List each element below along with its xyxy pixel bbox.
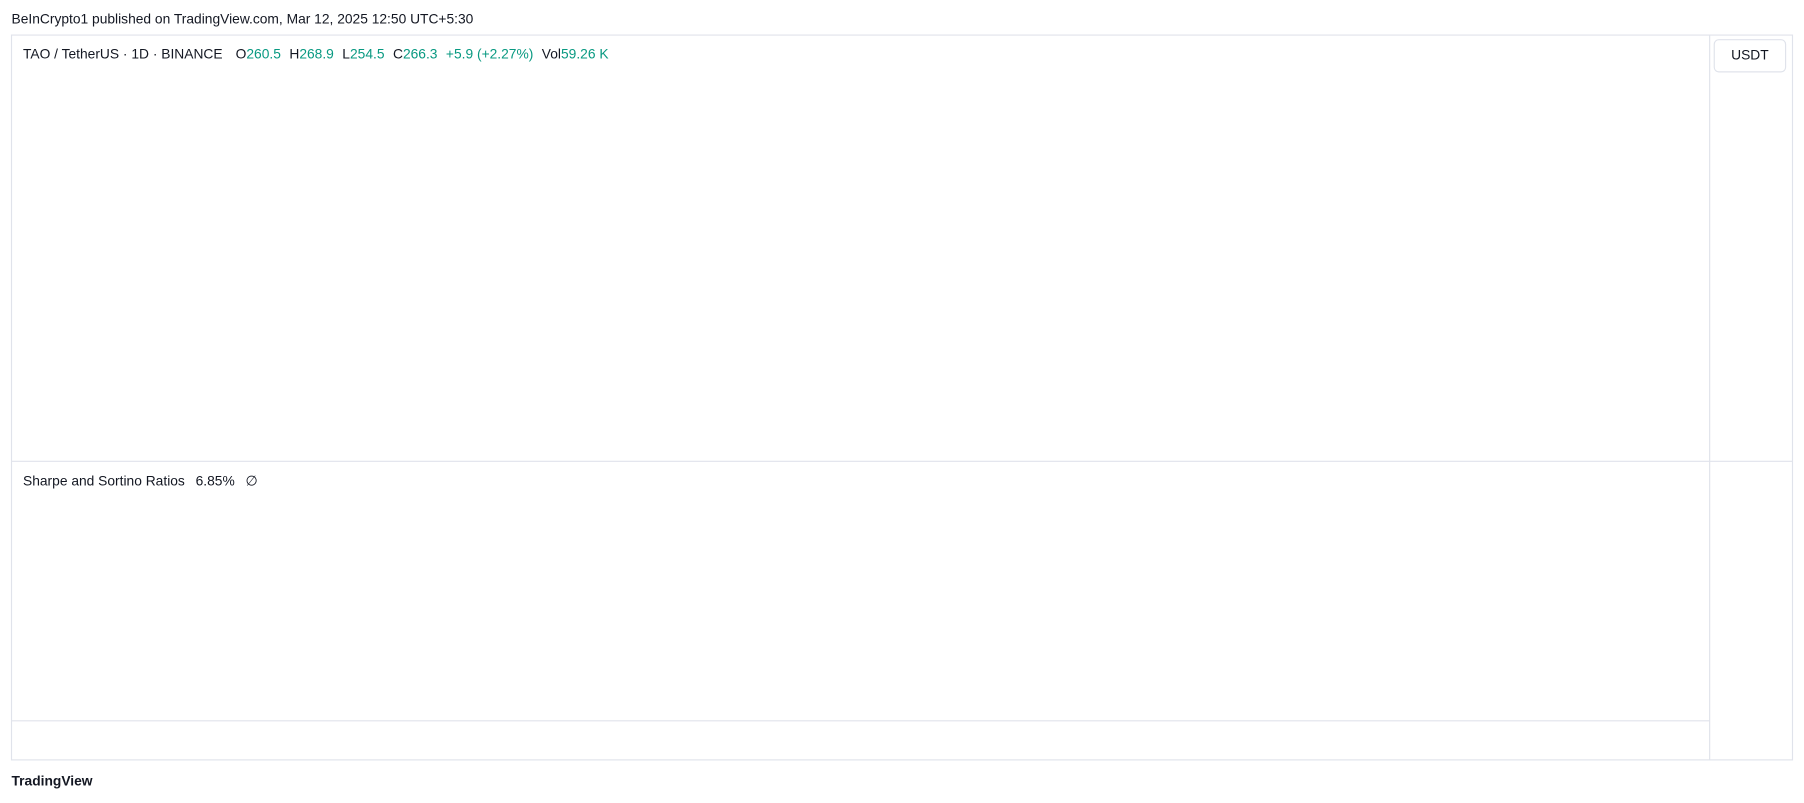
legend: TAO / TetherUS · 1D · BINANCE O260.5 H26… xyxy=(23,46,609,61)
legend-key: H xyxy=(289,46,299,61)
legend-value: 59.26 K xyxy=(561,46,609,61)
currency-button[interactable] xyxy=(1713,39,1787,73)
indicator-title: Sharpe and Sortino Ratios xyxy=(23,473,185,488)
legend-value: 268.9 xyxy=(299,46,334,61)
legend-key: Vol xyxy=(542,46,561,61)
legend-value: 266.3 xyxy=(403,46,438,61)
symbol-title: TAO / TetherUS · 1D · BINANCE xyxy=(23,46,223,61)
legend-change: +5.9 (+2.27%) xyxy=(446,46,533,61)
legend-value: 254.5 xyxy=(350,46,385,61)
published-line: BeInCrypto1 published on TradingView.com… xyxy=(12,12,474,27)
chart-frame xyxy=(10,34,1794,761)
legend-value: 260.5 xyxy=(246,46,281,61)
indicator-value: 6.85% xyxy=(196,473,235,488)
indicator-symbol: ∅ xyxy=(245,473,257,488)
currency-label[interactable]: USDT xyxy=(1731,47,1769,62)
indicator-legend: Sharpe and Sortino Ratios 6.85% ∅ xyxy=(23,473,257,488)
legend-key: L xyxy=(342,46,350,61)
legend-key: C xyxy=(393,46,403,61)
brand: TradingView xyxy=(12,773,93,788)
legend-key: O xyxy=(236,46,247,61)
